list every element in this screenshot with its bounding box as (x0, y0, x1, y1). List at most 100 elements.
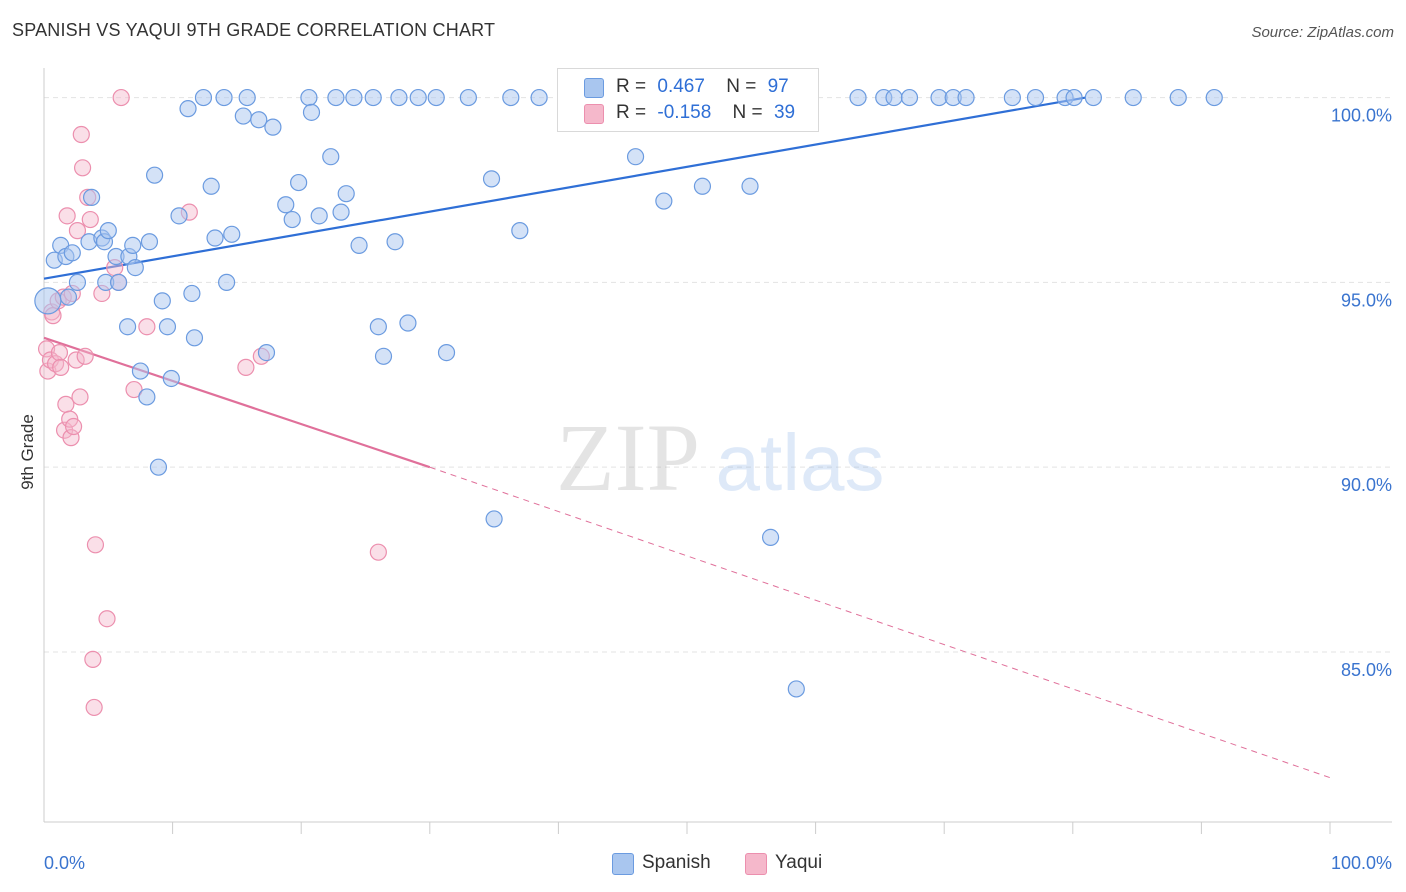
spanish-point (234, 107, 252, 125)
spanish-point (238, 88, 256, 107)
yaqui-point (67, 351, 85, 369)
spanish-point (1169, 88, 1187, 107)
spanish-point (149, 458, 168, 476)
y-tick-label: 90.0% (1341, 475, 1392, 495)
spanish-point (194, 88, 213, 107)
yaqui-point (125, 380, 143, 399)
spanish-point (885, 88, 903, 107)
spanish-point (183, 284, 201, 303)
yaqui-swatch (584, 104, 604, 124)
legend-label-yaqui: Yaqui (775, 852, 823, 873)
spanish-point (332, 203, 350, 221)
spanish-point (741, 177, 759, 195)
yaqui-swatch (745, 853, 767, 875)
yaqui-point (76, 347, 94, 365)
x-ticks (172, 822, 1331, 834)
yaqui-point (369, 543, 387, 561)
spanish-point (153, 292, 171, 310)
spanish-point (409, 88, 427, 107)
yaqui-point (81, 210, 99, 229)
spanish-trend-line (43, 96, 1086, 280)
spanish-point (386, 233, 404, 251)
spanish-point (459, 88, 477, 107)
spanish-points (34, 88, 1223, 698)
spanish-point (399, 314, 417, 332)
spanish-point (63, 244, 81, 262)
spanish-point (206, 229, 224, 247)
r-value-spanish: 0.467 (657, 76, 705, 97)
spanish-point (1124, 88, 1142, 107)
spanish-point (502, 88, 520, 107)
spanish-point (277, 196, 295, 214)
x-tick-label-min: 0.0% (44, 853, 85, 873)
spanish-point (82, 188, 101, 206)
n-label: N = (732, 102, 763, 123)
spanish-point (655, 192, 673, 210)
spanish-point (849, 88, 867, 107)
spanish-point (99, 222, 117, 240)
spanish-point (223, 225, 241, 243)
spanish-point (215, 88, 233, 107)
spanish-point (140, 233, 159, 251)
spanish-point (124, 236, 142, 255)
spanish-point (162, 369, 180, 388)
spanish-point (34, 287, 62, 315)
yaqui-point (237, 358, 255, 376)
spanish-point (1026, 88, 1045, 107)
spanish-point (350, 236, 368, 255)
spanish-point (1084, 88, 1102, 107)
spanish-point (427, 88, 445, 107)
yaqui-point (52, 358, 70, 376)
spanish-point (250, 111, 268, 129)
n-value-yaqui: 39 (773, 102, 796, 123)
spanish-point (369, 318, 387, 336)
yaqui-point (73, 159, 92, 177)
spanish-point (761, 528, 780, 547)
spanish-point (290, 173, 308, 192)
spanish-point (59, 288, 78, 306)
r-value-yaqui: -0.158 (657, 102, 712, 123)
spanish-point (482, 170, 501, 188)
axes (43, 68, 1392, 823)
spanish-point (257, 343, 276, 362)
yaqui-point (68, 222, 87, 240)
spanish-point (158, 318, 177, 336)
r-label: R = (616, 102, 647, 123)
spanish-point (300, 88, 318, 107)
y-tick-label: 100.0% (1331, 106, 1392, 126)
yaqui-point (57, 395, 75, 413)
spanish-point (322, 148, 340, 166)
spanish-point (126, 258, 144, 277)
stats-legend: R = 0.467 N = 97 R = -0.158 N = 39 (557, 68, 819, 132)
y-axis-title: 9th Grade (18, 414, 37, 490)
r-label: R = (616, 76, 647, 97)
spanish-point (345, 88, 363, 107)
spanish-point (310, 207, 328, 225)
yaqui-point (138, 318, 156, 336)
spanish-point (179, 100, 197, 118)
trend-lines (43, 96, 1331, 779)
yaqui-point (58, 207, 76, 225)
spanish-point (390, 88, 408, 107)
watermark-zip: ZIP (556, 404, 700, 511)
watermark-atlas: atlas (716, 418, 885, 507)
n-value-spanish: 97 (767, 76, 789, 97)
spanish-point (485, 510, 503, 528)
yaqui-point (85, 698, 103, 717)
spanish-point (131, 362, 150, 380)
spanish-point (68, 273, 87, 291)
yaqui-point (84, 650, 102, 668)
spanish-point (109, 273, 128, 291)
spanish-point (283, 210, 301, 229)
spanish-point (364, 88, 382, 107)
chart-title: SPANISH VS YAQUI 9TH GRADE CORRELATION C… (12, 20, 496, 40)
yaqui-point (62, 429, 80, 447)
yaqui-trend-extension (429, 466, 1331, 779)
spanish-point (145, 166, 164, 184)
y-tick-label: 95.0% (1341, 290, 1392, 310)
yaqui-point (72, 125, 90, 144)
watermark: ZIP atlas (556, 404, 884, 511)
spanish-point (1003, 88, 1021, 107)
n-label: N = (726, 76, 757, 97)
spanish-point (218, 273, 236, 291)
